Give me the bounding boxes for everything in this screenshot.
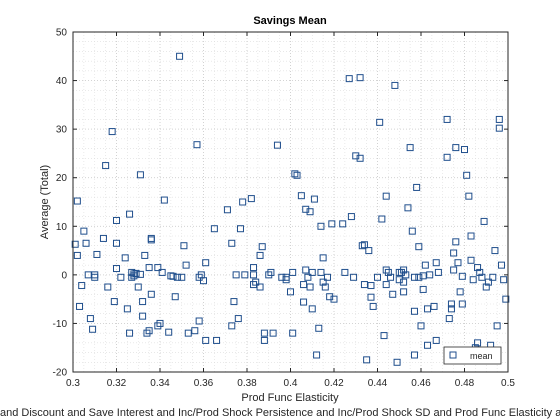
x-tick-label: 0.38 — [237, 378, 257, 389]
chart-title: Savings Mean — [253, 15, 327, 27]
y-tick-label: 0 — [61, 270, 67, 281]
legend-label-mean: mean — [470, 351, 493, 361]
y-tick-label: -10 — [53, 319, 68, 330]
x-tick-label: 0.4 — [284, 378, 298, 389]
y-tick-label: 20 — [56, 173, 68, 184]
x-tick-label: 0.3 — [66, 378, 80, 389]
x-tick-label: 0.32 — [107, 378, 127, 389]
x-axis-label: Prod Func Elasticity — [241, 392, 339, 404]
y-tick-label: -20 — [53, 368, 68, 379]
y-axis-label: Average (Total) — [39, 165, 51, 239]
x-tick-label: 0.42 — [324, 378, 344, 389]
x-tick-label: 0.5 — [501, 378, 515, 389]
y-tick-label: 50 — [56, 28, 68, 39]
x-tick-label: 0.44 — [368, 378, 388, 389]
x-tick-label: 0.46 — [411, 378, 431, 389]
legend: mean — [444, 347, 501, 364]
bottom-caption: and Discount and Save Interest and Inc/P… — [0, 407, 560, 419]
y-tick-label: 10 — [56, 222, 68, 233]
x-tick-label: 0.34 — [150, 378, 170, 389]
x-tick-label: 0.48 — [455, 378, 475, 389]
y-tick-label: 40 — [56, 76, 68, 87]
y-tick-label: 30 — [56, 125, 68, 136]
x-tick-label: 0.36 — [194, 378, 214, 389]
